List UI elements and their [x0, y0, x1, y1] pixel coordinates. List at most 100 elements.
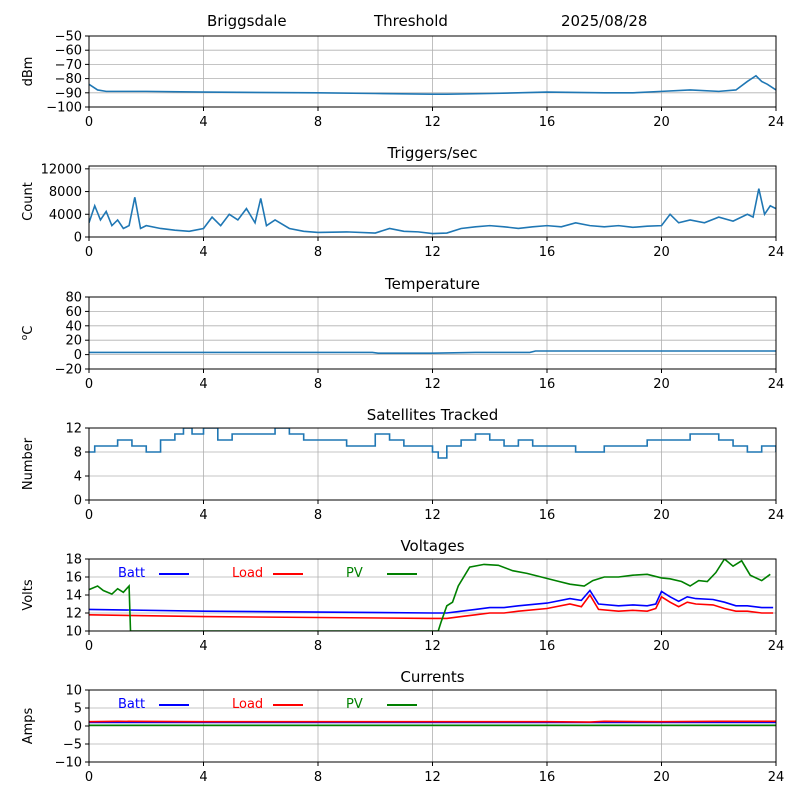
x-tick-label: 8: [314, 639, 322, 654]
y-tick-label: 40: [65, 319, 82, 334]
x-tick-label: 0: [85, 508, 93, 523]
y-tick-label: 4: [74, 470, 82, 485]
x-tick-label: 4: [199, 377, 207, 392]
chart-title: Temperature: [384, 275, 480, 293]
x-tick-label: 16: [539, 245, 556, 260]
legend-label-pv: PV: [346, 697, 363, 712]
x-tick-label: 12: [424, 508, 441, 523]
x-tick-label: 8: [314, 508, 322, 523]
x-tick-label: 12: [424, 770, 441, 785]
legend-label-batt: Batt: [118, 566, 145, 581]
x-tick-label: 24: [768, 770, 785, 785]
y-axis-label: dBm: [21, 57, 36, 87]
chart-panel-6: 0 4 8 12 16 20 24 −10 −5 0 5 10 Currents Amps Batt Load…: [21, 668, 784, 785]
y-axis-label: oC: [20, 326, 36, 341]
y-tick-label: 20: [65, 334, 82, 349]
y-tick-label: 0: [74, 720, 82, 735]
x-tick-label: 4: [199, 245, 207, 260]
y-tick-label: 14: [65, 589, 82, 604]
x-tick-label: 20: [653, 115, 670, 130]
series-line-1: [89, 74, 776, 96]
x-tick-label: 8: [314, 245, 322, 260]
x-tick-label: 24: [768, 115, 785, 130]
y-tick-label: 10: [65, 625, 82, 640]
header-date: 2025/08/28: [561, 12, 648, 30]
x-tick-label: 20: [653, 245, 670, 260]
y-tick-label: 16: [65, 571, 82, 586]
y-tick-label: 12000: [41, 162, 82, 177]
x-tick-label: 16: [539, 639, 556, 654]
y-tick-label: −80: [55, 72, 82, 87]
x-tick-label: 0: [85, 245, 93, 260]
x-tick-label: 16: [539, 770, 556, 785]
x-tick-label: 12: [424, 115, 441, 130]
header-site: Briggsdale: [207, 12, 287, 30]
x-tick-label: 8: [314, 770, 322, 785]
y-tick-label: −50: [55, 30, 82, 45]
y-tick-label: 18: [65, 553, 82, 568]
chart-title: Triggers/sec: [387, 144, 478, 162]
x-tick-label: 4: [199, 115, 207, 130]
chart-title: Voltages: [400, 537, 464, 555]
y-axis-label: Volts: [21, 579, 36, 611]
chart-title: Currents: [400, 668, 464, 686]
chart-panel-2: 0 4 8 12 16 20 24 0 4000 8000 12000 Triggers/sec Cou…: [21, 144, 784, 260]
header-threshold: Threshold: [374, 12, 448, 30]
y-tick-label: 8000: [49, 185, 82, 200]
x-tick-label: 12: [424, 245, 441, 260]
y-tick-label: −100: [46, 101, 82, 116]
y-tick-label: 4000: [49, 208, 82, 223]
y-tick-label: −70: [55, 58, 82, 73]
series-line-load: [89, 720, 776, 723]
x-tick-label: 12: [424, 377, 441, 392]
y-tick-label: −60: [55, 44, 82, 59]
x-tick-label: 24: [768, 245, 785, 260]
y-tick-label: 12: [65, 422, 82, 437]
x-tick-label: 24: [768, 508, 785, 523]
x-tick-label: 24: [768, 639, 785, 654]
x-tick-label: 20: [653, 770, 670, 785]
y-tick-label: 0: [74, 348, 82, 363]
series-line-1: [89, 188, 776, 235]
y-tick-label: 0: [74, 231, 82, 246]
chart-title: Satellites Tracked: [367, 406, 498, 424]
y-tick-label: 8: [74, 446, 82, 461]
y-axis-label: Amps: [21, 707, 36, 744]
y-tick-label: 0: [74, 494, 82, 509]
y-tick-label: −10: [55, 756, 82, 771]
legend-label-batt: Batt: [118, 697, 145, 712]
y-axis-label: Number: [21, 437, 36, 490]
legend-label-load: Load: [232, 697, 263, 712]
series-line-1: [89, 350, 776, 354]
y-tick-label: −5: [63, 738, 82, 753]
x-tick-label: 0: [85, 770, 93, 785]
y-axis-label: Count: [21, 182, 36, 221]
series-line-batt: [89, 589, 774, 614]
y-tick-label: 10: [65, 684, 82, 699]
x-tick-label: 12: [424, 639, 441, 654]
x-tick-label: 8: [314, 377, 322, 392]
x-tick-label: 0: [85, 115, 93, 130]
y-tick-label: −20: [55, 363, 82, 378]
y-tick-label: 12: [65, 607, 82, 622]
x-tick-label: 24: [768, 377, 785, 392]
x-tick-label: 4: [199, 508, 207, 523]
x-tick-label: 4: [199, 639, 207, 654]
x-tick-label: 8: [314, 115, 322, 130]
legend-label-load: Load: [232, 566, 263, 581]
x-tick-label: 20: [653, 377, 670, 392]
chart-panel-4: 0 4 8 12 16 20 24 0 4 8 12 Satellites Tracked Number: [21, 406, 784, 523]
x-tick-label: 4: [199, 770, 207, 785]
legend-label-pv: PV: [346, 566, 363, 581]
x-tick-label: 20: [653, 639, 670, 654]
x-tick-label: 16: [539, 377, 556, 392]
y-tick-label: 60: [65, 305, 82, 320]
series-line-1: [89, 428, 776, 459]
x-tick-label: 16: [539, 115, 556, 130]
y-tick-label: 80: [65, 291, 82, 306]
y-tick-label: 5: [74, 702, 82, 717]
series-line-load: [89, 593, 774, 620]
x-tick-label: 16: [539, 508, 556, 523]
